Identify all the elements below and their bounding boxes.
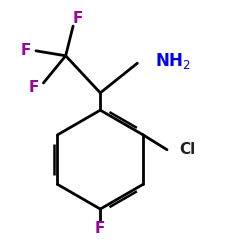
Text: F: F [28,80,39,96]
Text: F: F [21,43,31,58]
Text: F: F [73,11,83,26]
Text: Cl: Cl [180,142,196,157]
Text: NH$_2$: NH$_2$ [155,51,190,71]
Text: F: F [95,221,106,236]
